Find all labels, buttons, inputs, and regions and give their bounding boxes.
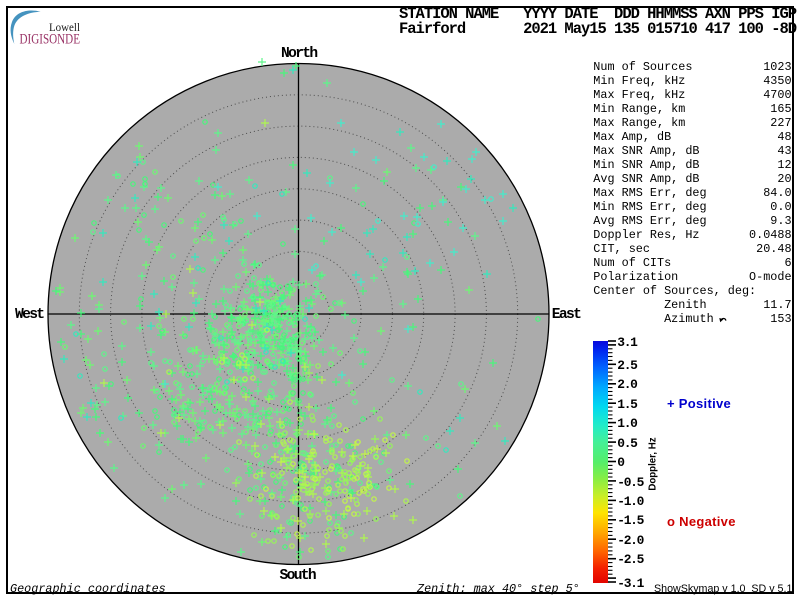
svg-text:DIGISONDE: DIGISONDE bbox=[20, 32, 81, 48]
svg-text:Lowell: Lowell bbox=[49, 22, 80, 34]
